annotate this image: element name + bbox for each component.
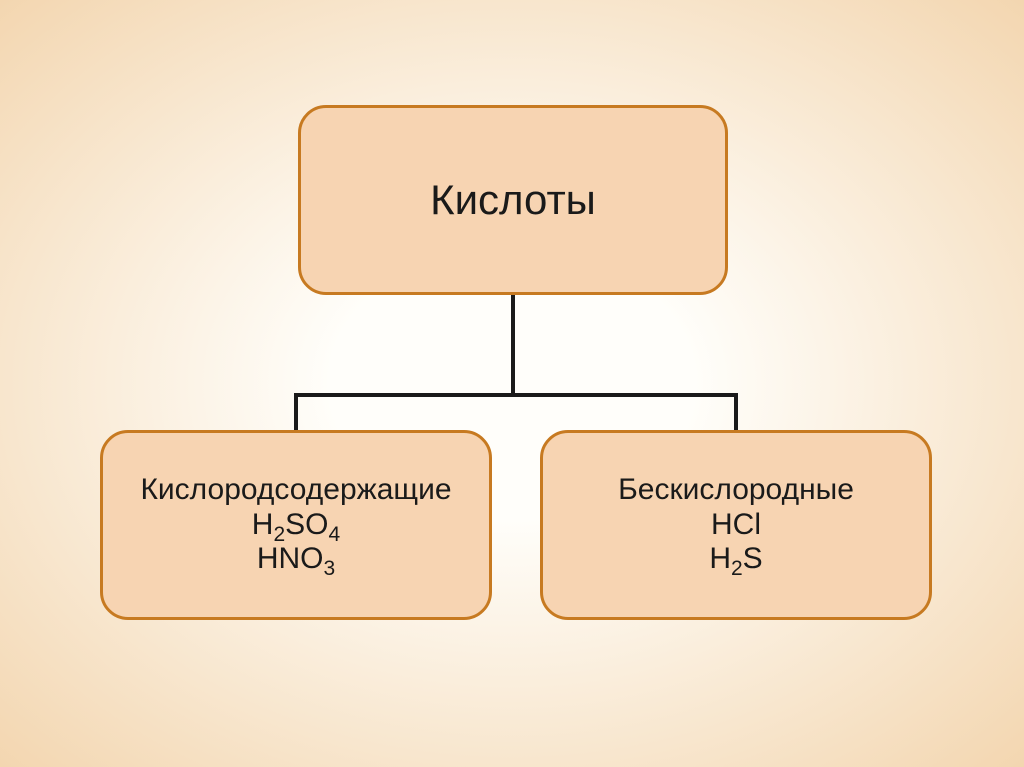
child-formula-line: H2S: [709, 542, 762, 577]
root-node: Кислоты: [298, 105, 728, 295]
child-formula-line: HNO3: [257, 542, 335, 577]
child-label: Кислородсодержащие: [140, 473, 451, 508]
child-formula-line: HCl: [711, 508, 761, 543]
child-node-1: Бескислородные HCl H2S: [540, 430, 932, 620]
child-node-0: Кислородсодержащие H2SO4 HNO3: [100, 430, 492, 620]
child-label: Бескислородные: [618, 473, 854, 508]
root-label: Кислоты: [430, 176, 596, 224]
slide-container: Кислоты Кислородсодержащие H2SO4 HNO3 Бе…: [0, 0, 1024, 767]
child-formula-line: H2SO4: [252, 508, 340, 543]
